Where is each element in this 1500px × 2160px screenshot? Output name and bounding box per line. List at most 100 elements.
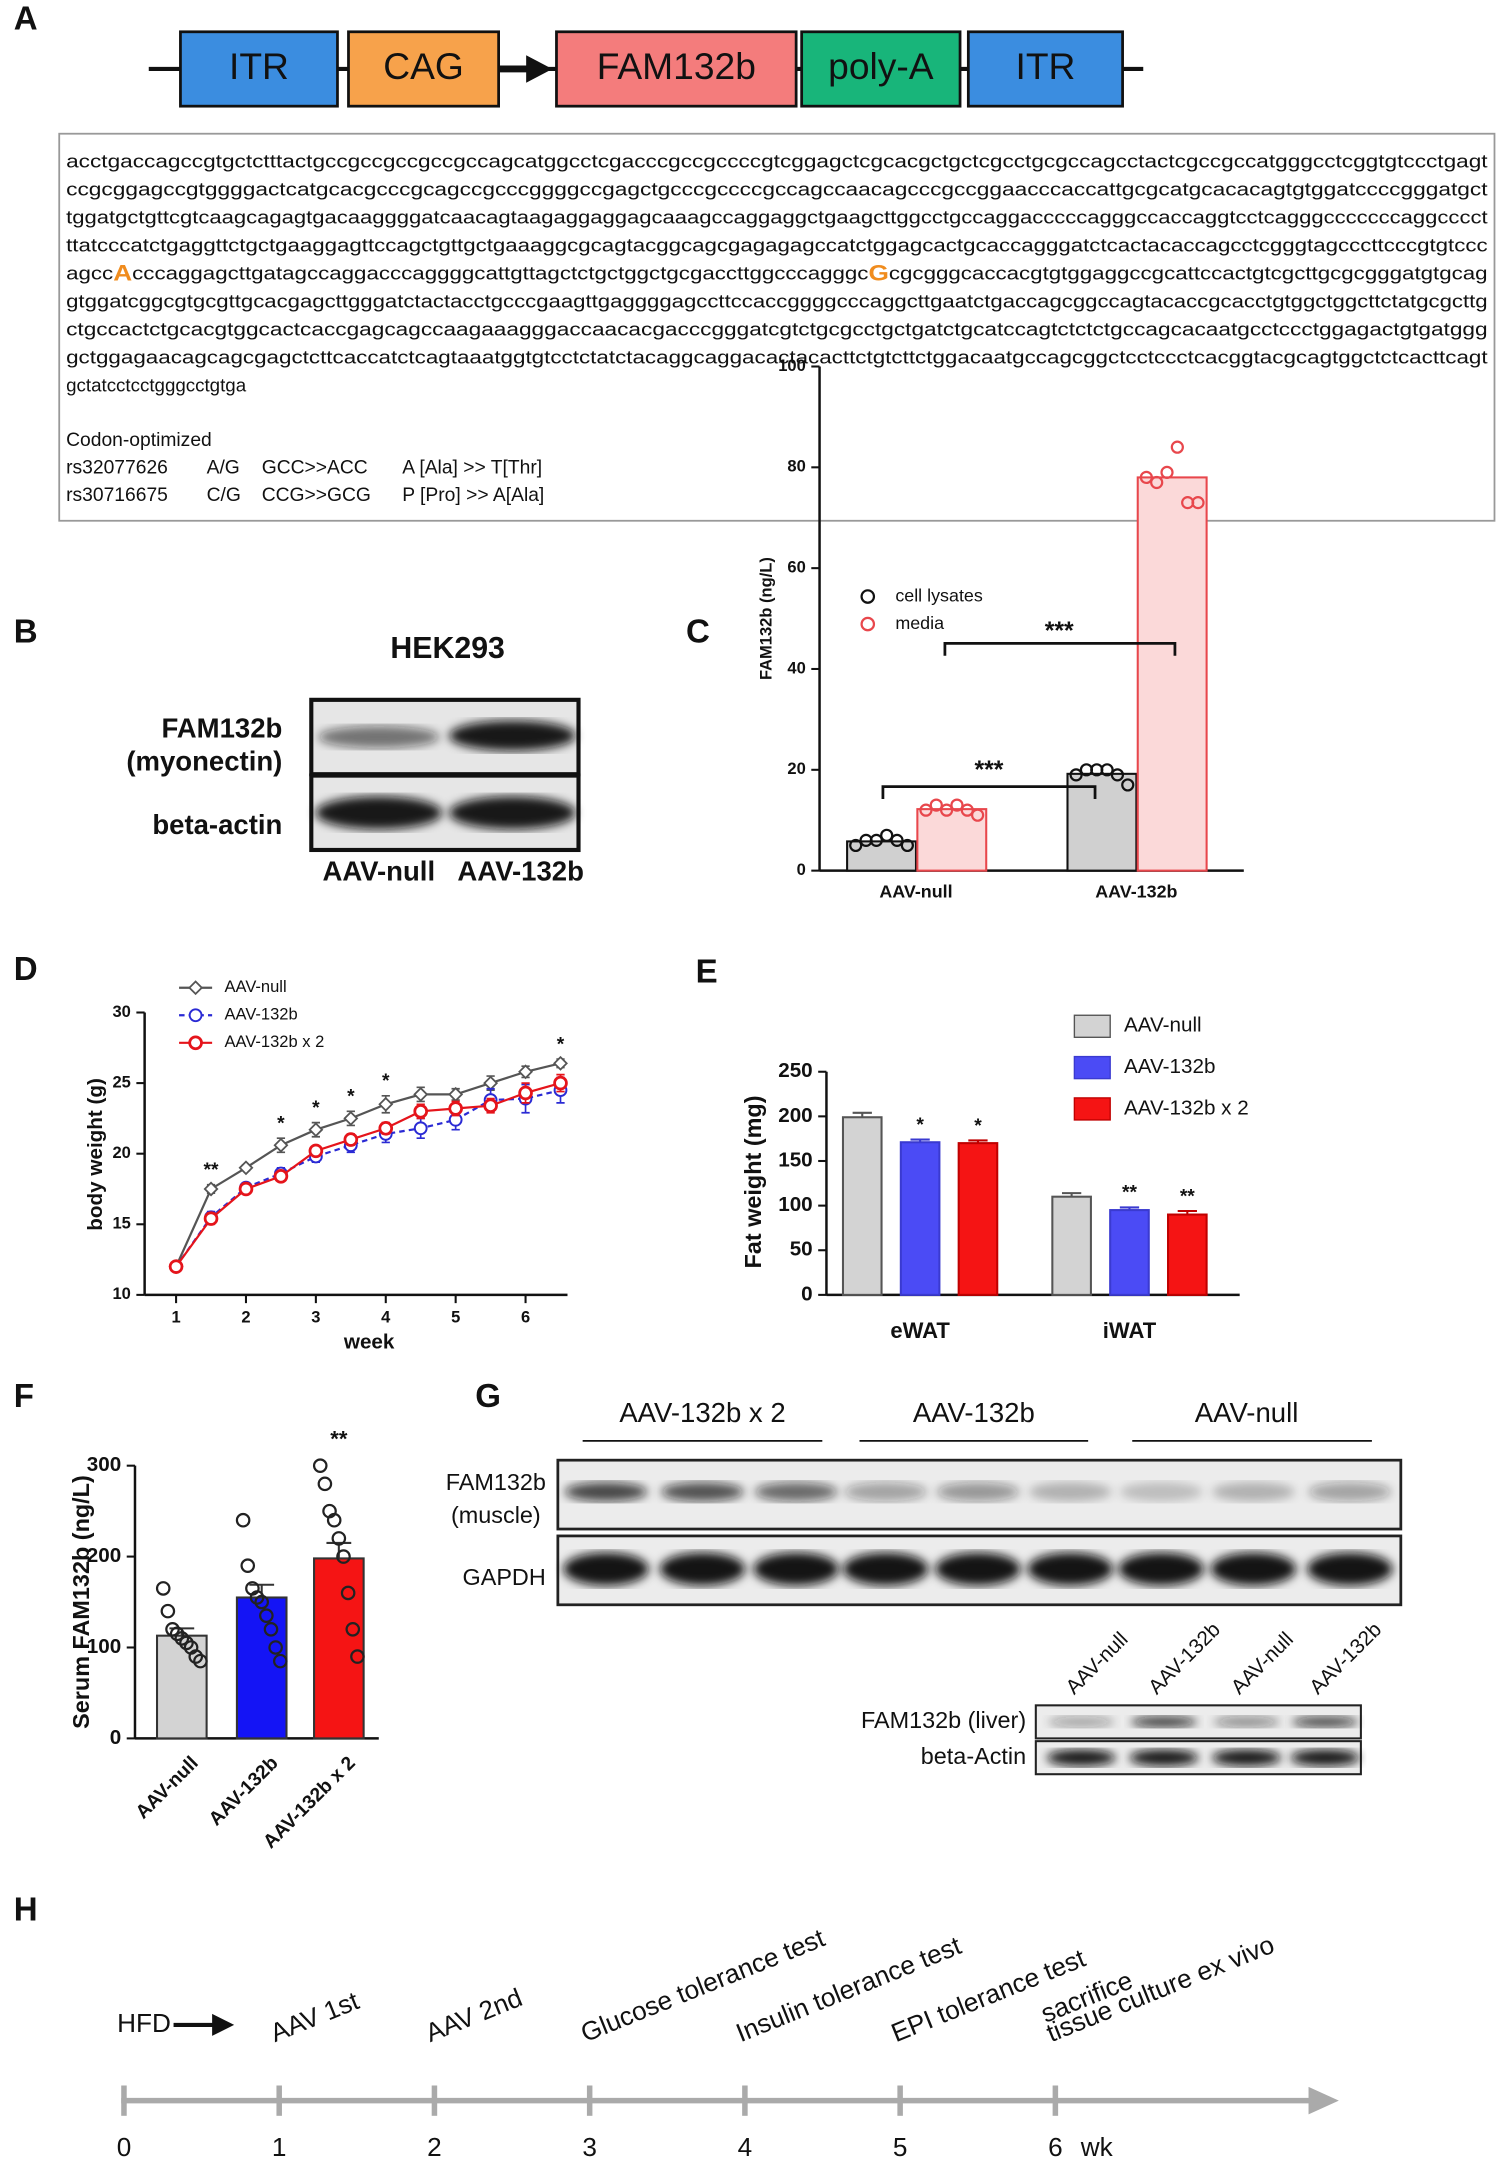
sequence-segment: gctatcctcctgggcctgtga	[66, 374, 247, 395]
bar	[1066, 772, 1138, 872]
series-line	[175, 1062, 561, 1268]
variant-cell: C/G	[207, 485, 241, 506]
x-tick-label: 4	[381, 1308, 391, 1327]
bar	[846, 840, 918, 872]
blot-band	[1210, 1552, 1297, 1586]
data-point	[950, 798, 964, 812]
construct-box	[179, 30, 339, 108]
variant-cell: A [Ala] >> T[Thr]	[402, 458, 542, 479]
y-tick-label: 20	[787, 759, 805, 778]
y-tick-label: 10	[112, 1284, 130, 1303]
timeline-label: 2	[427, 2132, 442, 2160]
legend-swatch	[1073, 1014, 1111, 1038]
timeline-unit: wk	[1080, 2132, 1114, 2160]
significance: *	[382, 1071, 390, 1092]
data-point	[518, 1064, 534, 1080]
construct-box	[966, 30, 1124, 108]
variant-cell: CCG>>GCG	[262, 485, 371, 506]
blot-row-label: GAPDH	[463, 1564, 546, 1590]
significance: ***	[1045, 618, 1074, 645]
construct-label: FAM132b	[597, 45, 756, 87]
variant-cell: rs30716675	[66, 485, 168, 506]
data-point	[1100, 763, 1114, 777]
data-point	[240, 1558, 256, 1573]
data-point	[179, 1635, 194, 1651]
data-point	[919, 803, 933, 817]
panel-label: C	[686, 613, 710, 650]
bar	[1109, 1209, 1150, 1296]
panel-label: F	[14, 1378, 34, 1415]
data-point	[203, 1181, 219, 1197]
variant-cell: GCC>>ACC	[262, 458, 368, 479]
data-point	[317, 1476, 333, 1492]
y-tick-label: 40	[787, 658, 805, 677]
blot-band	[1027, 1552, 1113, 1586]
data-point	[350, 1649, 365, 1664]
data-point	[343, 1110, 359, 1126]
data-point	[1069, 768, 1083, 782]
y-tick-label: 50	[790, 1238, 813, 1261]
sequence-line: gctatcctcctgggcctgtga	[66, 374, 247, 395]
data-point	[238, 1160, 254, 1176]
bar	[1051, 1195, 1092, 1296]
data-point	[174, 1631, 190, 1646]
timeline-label: 6	[1048, 2132, 1063, 2160]
error-bar	[1119, 1206, 1140, 1211]
error-bar	[1061, 1192, 1082, 1197]
data-point	[880, 828, 894, 842]
timeline-label: 3	[582, 2132, 597, 2160]
bracket	[881, 785, 1097, 800]
sequence-segment: ccgcggagccgtggggactcatgcacgcccgcagccgccc…	[66, 179, 1488, 200]
construct-box	[800, 30, 962, 108]
data-point	[343, 1132, 359, 1147]
y-tick-label: 200	[778, 1104, 812, 1127]
data-point	[553, 1055, 568, 1071]
promoter-arrow-head	[526, 55, 553, 83]
blot-band	[1129, 1749, 1199, 1766]
construct-label: ITR	[1016, 45, 1076, 87]
data-point	[448, 1101, 463, 1116]
blot-band	[449, 720, 576, 751]
data-point	[326, 1512, 342, 1528]
series-line	[175, 1089, 561, 1268]
data-point	[378, 1096, 394, 1112]
bar	[899, 1141, 941, 1296]
significance: *	[277, 1113, 285, 1134]
data-point	[1110, 768, 1125, 782]
data-point	[268, 1640, 283, 1655]
data-point	[413, 1104, 429, 1119]
sequence-segment: gctggagaacagcagcgagctcttcaccatctcagtaaat…	[66, 346, 1488, 367]
legend-label: AAV-132b	[225, 1005, 298, 1024]
legend-label: AAV-null	[1124, 1014, 1202, 1037]
blot-row-label: (myonectin)	[126, 745, 282, 776]
data-point	[1150, 475, 1164, 490]
legend-label: cell lysates	[895, 585, 983, 605]
data-point	[1160, 465, 1174, 479]
y-tick-label: 300	[87, 1453, 121, 1476]
y-tick-label: 100	[87, 1635, 121, 1658]
y-tick-label: 100	[778, 1193, 812, 1216]
blot-band	[1213, 1716, 1280, 1728]
blot-band	[449, 796, 576, 830]
y-tick-label: 20	[112, 1143, 130, 1162]
sequence-segment: A	[113, 260, 132, 285]
construct-label: poly-A	[828, 45, 934, 87]
sequence-line: ttatcccatctgaggttctgctgaaggagttccagctgtt…	[66, 234, 1487, 255]
x-tick-label: AAV-132b	[1095, 881, 1177, 901]
significance: **	[1122, 1183, 1137, 1204]
data-point	[345, 1622, 361, 1637]
data-point	[259, 1608, 274, 1623]
sequence-segment: ttatcccatctgaggttctgctgaaggagttccagctgtt…	[66, 234, 1487, 255]
panel-label: E	[696, 954, 718, 991]
significance: **	[330, 1427, 348, 1452]
significance: *	[557, 1034, 565, 1055]
data-point	[553, 1075, 568, 1091]
significance: **	[1180, 1186, 1195, 1207]
data-point	[203, 1211, 219, 1226]
x-tick-label: AAV-null	[132, 1753, 203, 1824]
y-tick-label: 80	[787, 457, 805, 476]
blot-band	[563, 1552, 649, 1586]
blot-band	[1118, 1552, 1204, 1586]
timeline-event: Glucose tolerance test	[576, 1922, 829, 2048]
sequence-segment: tggatgctgttcgtcaagcagagtgacaaggggatcaaca…	[66, 207, 1488, 228]
